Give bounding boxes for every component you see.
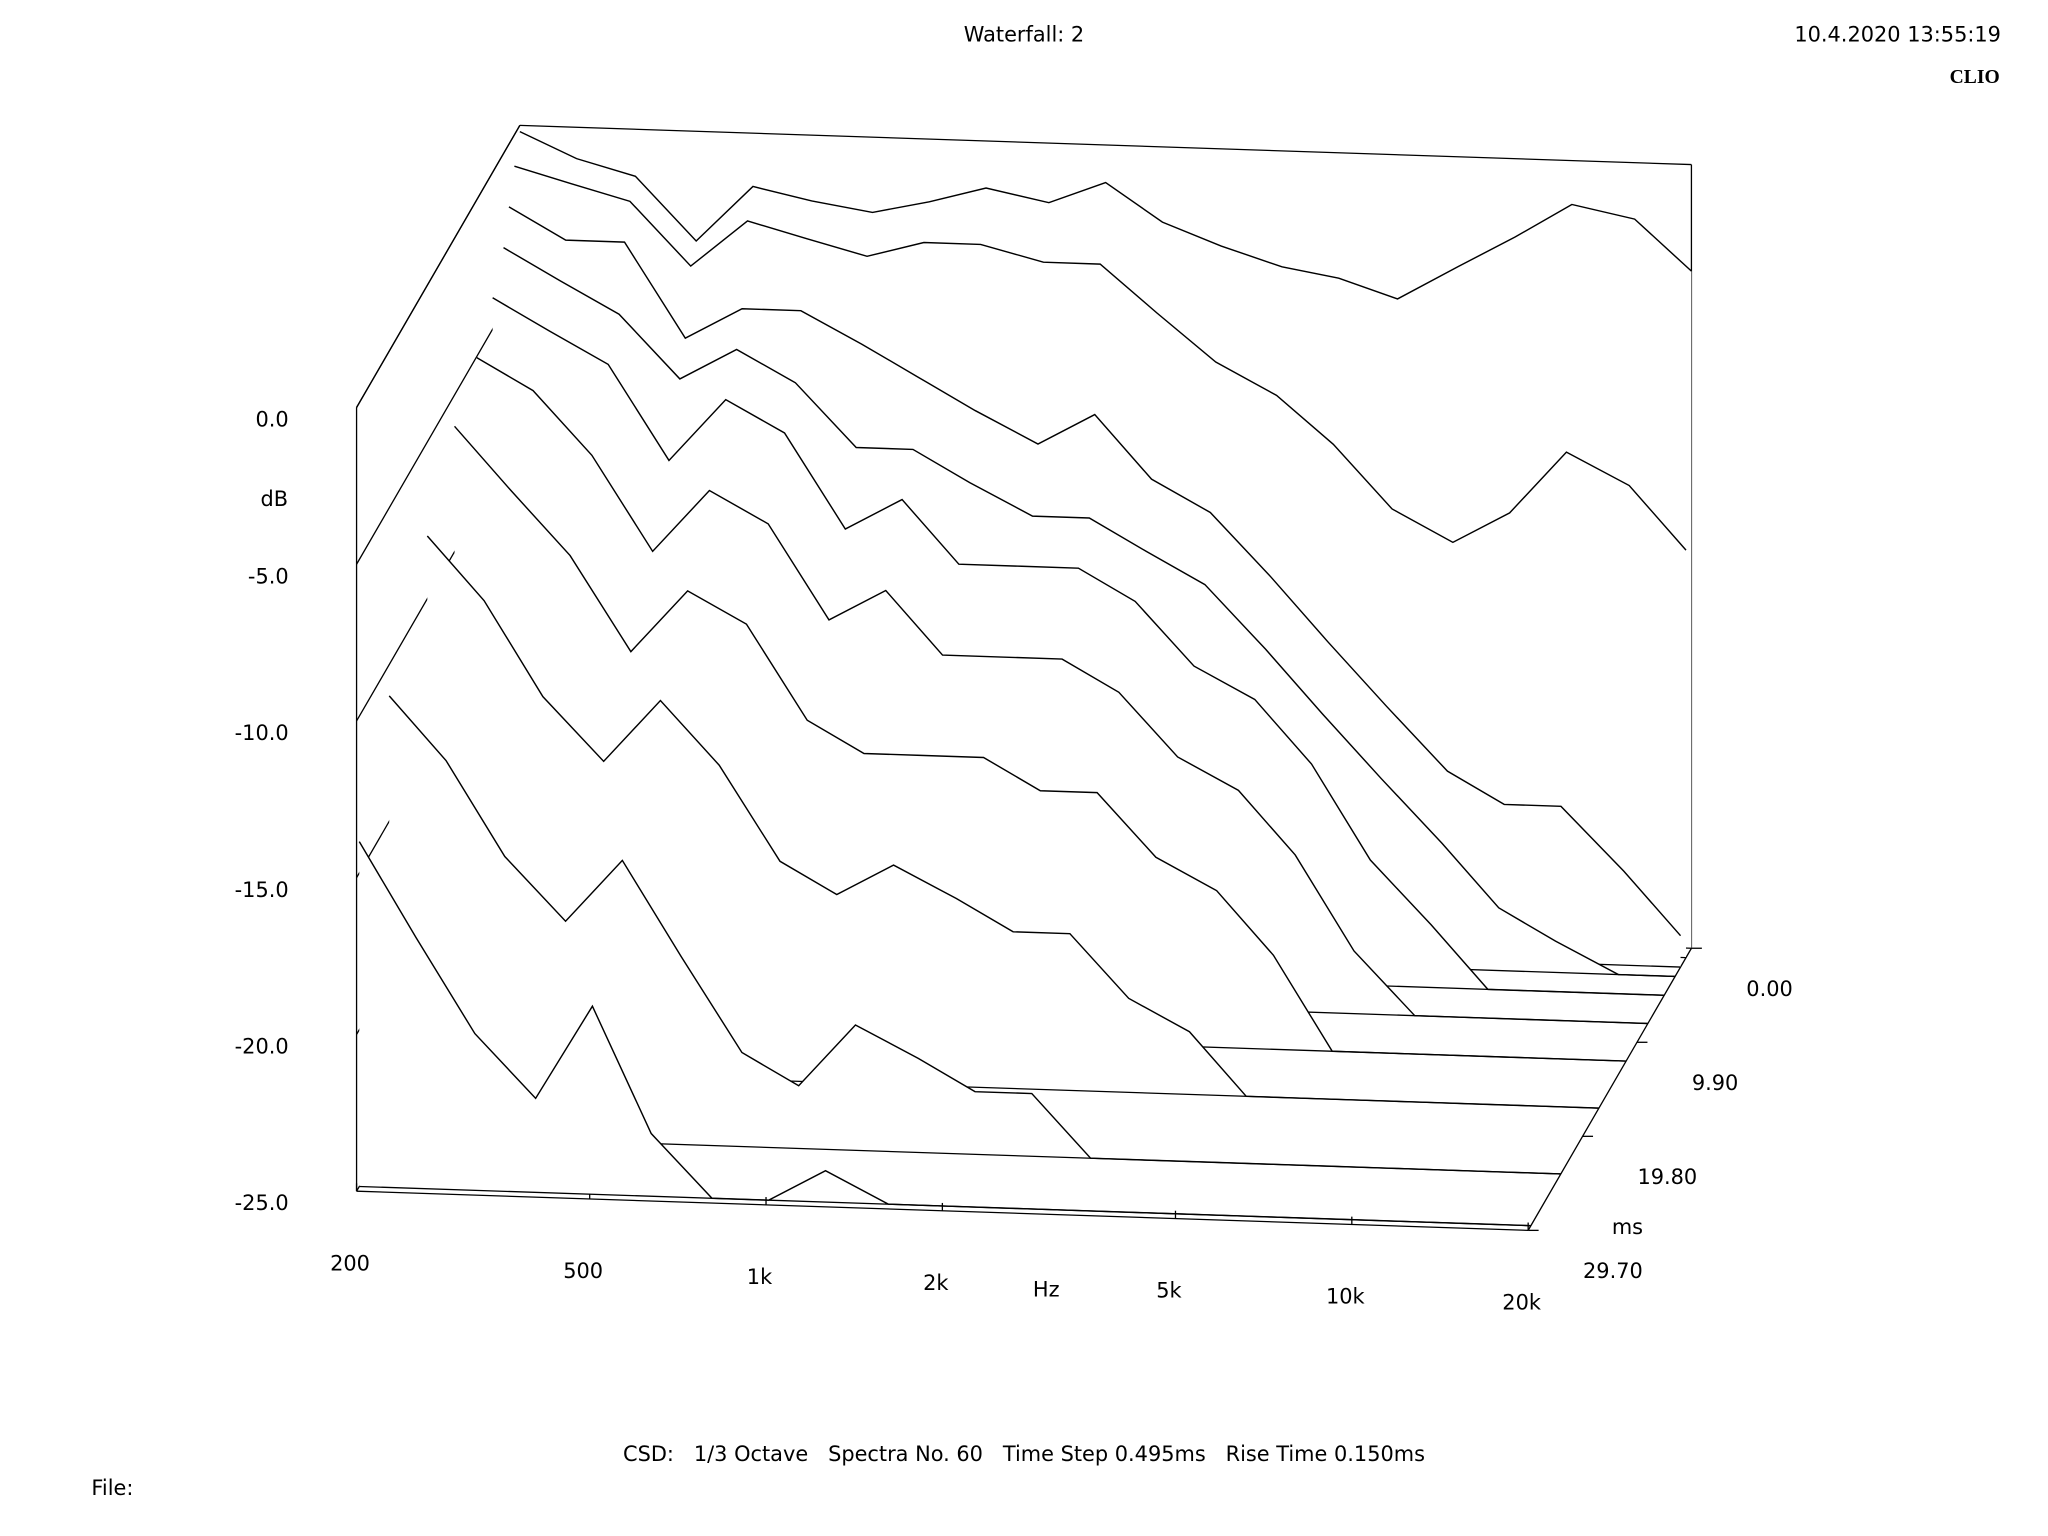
x-tick-label: 10k bbox=[1326, 1285, 1366, 1309]
y2-tick-label: 0.00 bbox=[1746, 977, 1792, 1001]
y-tick-label: 0.0 bbox=[255, 408, 288, 432]
spectrum-line bbox=[508, 206, 1682, 937]
spectrum-line bbox=[358, 841, 1531, 1227]
x-axis-label: Hz bbox=[1033, 1277, 1060, 1301]
y-tick-label: -10.0 bbox=[235, 721, 289, 745]
y-tick-label: -25.0 bbox=[235, 1191, 289, 1215]
y2-tick-label: 29.70 bbox=[1583, 1259, 1643, 1283]
caption: CSD: 1/3 Octave Spectra No. 60 Time Step… bbox=[623, 1442, 1425, 1466]
timestamp: 10.4.2020 13:55:19 bbox=[1794, 22, 2001, 46]
x-tick-label: 1k bbox=[747, 1265, 773, 1289]
chart-title: Waterfall: 2 bbox=[964, 22, 1084, 46]
spectrum-line bbox=[492, 297, 1665, 996]
x-tick-label: 20k bbox=[1502, 1291, 1542, 1315]
spectrum-line bbox=[503, 247, 1676, 978]
hidden-fill bbox=[359, 841, 1531, 1226]
spectrum-line bbox=[426, 535, 1599, 1109]
x-tick-label: 2k bbox=[923, 1271, 949, 1295]
y2-tick-label: 9.90 bbox=[1692, 1071, 1738, 1095]
y-axis-label: dB bbox=[260, 487, 288, 511]
spectrum-line bbox=[453, 425, 1627, 1062]
spectrum-line bbox=[388, 695, 1561, 1175]
t-axis-label: ms bbox=[1612, 1215, 1643, 1239]
y2-tick-label: 19.80 bbox=[1637, 1165, 1697, 1189]
y-tick-label: -15.0 bbox=[235, 878, 289, 902]
brand: CLIO bbox=[1950, 67, 2000, 88]
y-tick-label: -20.0 bbox=[235, 1035, 289, 1059]
frame-edge bbox=[519, 124, 1692, 166]
x-tick-label: 500 bbox=[563, 1259, 603, 1283]
spectrum-line bbox=[519, 131, 1692, 300]
grid-line bbox=[356, 125, 521, 408]
hidden-fill bbox=[427, 536, 1599, 1109]
y-tick-label: -5.0 bbox=[248, 564, 289, 588]
spectrum-line bbox=[514, 165, 1687, 551]
x-tick-label: 200 bbox=[330, 1251, 370, 1275]
spectrum-line bbox=[475, 356, 1648, 1025]
x-tick-label: 5k bbox=[1156, 1279, 1182, 1303]
plot-area: 0.0 -5.0 -10.0 -15.0 -20.0 -25.0 200 500 1k 2k 5k 1… bbox=[235, 124, 1793, 1315]
hidden-fill bbox=[389, 695, 1561, 1174]
file-label: File: bbox=[91, 1476, 133, 1500]
